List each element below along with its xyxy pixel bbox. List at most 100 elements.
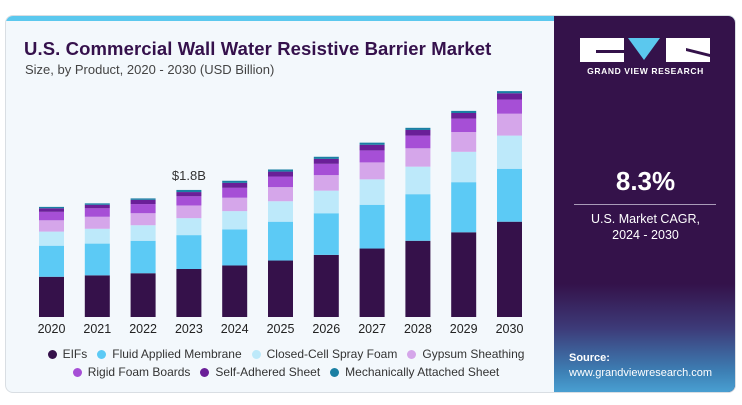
bar-stack-2030 (497, 91, 522, 317)
x-tick-label: 2023 (175, 322, 203, 336)
data-label-annotation: $1.8B (172, 168, 206, 183)
cagr-label: U.S. Market CAGR, 2024 - 2030 (554, 211, 735, 243)
bar-segment-gypsum-sheathing-2023 (176, 205, 202, 219)
x-tick-label: 2022 (129, 322, 157, 336)
bar-segment-fluid-applied-membrane-2029 (451, 182, 477, 233)
cagr-label-line1: U.S. Market CAGR, (590, 212, 701, 226)
legend-label: Rigid Foam Boards (87, 365, 191, 379)
bar-segment-closed-cell-spray-foam-2029 (451, 151, 477, 183)
bar-segment-eifs-2030 (497, 221, 522, 317)
brand-name: GRAND VIEW RESEARCH (587, 66, 704, 76)
top-accent-bar (6, 16, 735, 21)
bar-stack-2025 (268, 169, 293, 317)
legend-item: EIFs (47, 346, 87, 363)
stacked-bar-chart: 2020 2021 2022 2023 $1.8B 2024 2025 2026 2027 202… (38, 91, 524, 336)
bar-segment-self-adhered-sheet-2029 (451, 113, 477, 119)
bar-segment-eifs-2024 (222, 265, 248, 317)
bar-segment-eifs-2023 (176, 269, 202, 317)
bar-segment-rigid-foam-boards-2024 (222, 187, 248, 198)
grand-view-research-logo-icon (580, 38, 710, 62)
bar-segment-eifs-2022 (130, 273, 156, 317)
bar-segment-closed-cell-spray-foam-2030 (497, 135, 522, 169)
bar-segment-gypsum-sheathing-2029 (451, 132, 477, 152)
bar-segment-fluid-applied-membrane-2026 (313, 213, 339, 255)
bar-stack-2024 (222, 180, 248, 317)
bar-segment-eifs-2028 (405, 240, 431, 317)
bar-segment-fluid-applied-membrane-2023 (176, 235, 202, 269)
bar-segment-gypsum-sheathing-2030 (497, 113, 522, 136)
x-tick-label: 2024 (221, 322, 249, 336)
legend-item: Fluid Applied Membrane (97, 346, 242, 363)
bar-segment-rigid-foam-boards-2028 (405, 135, 431, 149)
legend-dot-icon (330, 368, 340, 377)
bar-segment-mechanically-attached-sheet-2030 (497, 91, 522, 94)
bar-segment-gypsum-sheathing-2021 (84, 216, 110, 229)
bar-segment-closed-cell-spray-foam-2027 (359, 179, 385, 205)
bar-segment-fluid-applied-membrane-2022 (130, 240, 156, 274)
bar-segment-mechanically-attached-sheet-2022 (130, 198, 156, 200)
bar-segment-self-adhered-sheet-2022 (130, 199, 156, 205)
legend-dot-icon (47, 350, 57, 359)
bar-segment-gypsum-sheathing-2026 (313, 175, 339, 191)
bar-stack-2026 (313, 156, 339, 317)
x-tick-label: 2025 (267, 322, 295, 336)
bar-stack-2022 (130, 198, 156, 317)
legend-dot-icon (72, 368, 82, 377)
bar-segment-gypsum-sheathing-2022 (130, 213, 156, 226)
bar-segment-mechanically-attached-sheet-2027 (359, 142, 385, 145)
chart-subtitle: Size, by Product, 2020 - 2030 (USD Billi… (25, 62, 275, 77)
legend-item: Gypsum Sheathing (407, 346, 524, 363)
bar-segment-gypsum-sheathing-2028 (405, 148, 431, 167)
infographic-card: U.S. Commercial Wall Water Resistive Bar… (5, 15, 736, 393)
bar-segment-rigid-foam-boards-2023 (176, 196, 202, 206)
bar-segment-fluid-applied-membrane-2021 (84, 243, 110, 276)
bar-segment-closed-cell-spray-foam-2024 (222, 211, 248, 230)
bar-segment-self-adhered-sheet-2025 (268, 171, 293, 177)
bar-segment-mechanically-attached-sheet-2020 (39, 206, 64, 209)
bar-segment-rigid-foam-boards-2022 (130, 204, 156, 214)
legend-label: Closed-Cell Spray Foam (266, 347, 398, 361)
bar-segment-rigid-foam-boards-2025 (268, 176, 293, 188)
bar-segment-mechanically-attached-sheet-2021 (84, 203, 110, 205)
legend-item: Closed-Cell Spray Foam (251, 346, 398, 363)
bar-segment-closed-cell-spray-foam-2026 (313, 190, 339, 214)
bar-segment-eifs-2025 (268, 260, 293, 317)
bar-segment-rigid-foam-boards-2020 (39, 211, 64, 221)
bar-segment-mechanically-attached-sheet-2029 (451, 110, 477, 113)
bar-segment-rigid-foam-boards-2027 (359, 150, 385, 163)
x-tick-label: 2030 (496, 322, 524, 336)
bar-segment-self-adhered-sheet-2030 (497, 93, 522, 100)
legend-label: Mechanically Attached Sheet (345, 365, 500, 379)
bar-segment-closed-cell-spray-foam-2022 (130, 225, 156, 241)
legend-label: Self-Adhered Sheet (215, 365, 321, 379)
bar-stack-2027 (359, 142, 385, 317)
bar-segment-mechanically-attached-sheet-2023 (176, 189, 202, 193)
bar-segment-self-adhered-sheet-2028 (405, 129, 431, 136)
bar-segment-mechanically-attached-sheet-2025 (268, 169, 293, 172)
x-tick-label: 2020 (38, 322, 66, 336)
bar-segment-gypsum-sheathing-2024 (222, 197, 248, 212)
source-label: Source: (569, 352, 610, 364)
bar-segment-self-adhered-sheet-2023 (176, 192, 202, 197)
bar-segment-closed-cell-spray-foam-2021 (84, 228, 110, 244)
bar-segment-mechanically-attached-sheet-2024 (222, 180, 248, 183)
legend-dot-icon (251, 350, 261, 359)
x-tick-label: 2026 (312, 322, 340, 336)
bar-segment-gypsum-sheathing-2027 (359, 162, 385, 180)
source-link[interactable]: www.grandviewresearch.com (569, 367, 713, 379)
x-tick-label: 2021 (83, 322, 111, 336)
bar-segment-eifs-2020 (39, 276, 64, 317)
bar-segment-gypsum-sheathing-2020 (39, 220, 64, 232)
cagr-divider (574, 204, 716, 205)
bar-stack-2021 (84, 203, 110, 317)
legend-item: Mechanically Attached Sheet (330, 364, 499, 381)
x-tick-label: 2029 (450, 322, 478, 336)
bar-segment-rigid-foam-boards-2029 (451, 118, 477, 133)
cagr-value: 8.3% (615, 166, 676, 196)
legend-label: Fluid Applied Membrane (112, 347, 242, 361)
bar-segment-eifs-2029 (451, 232, 477, 317)
bar-segment-closed-cell-spray-foam-2023 (176, 218, 202, 236)
chart-legend: EIFs Fluid Applied Membrane Closed-Cell Sp… (26, 346, 546, 382)
chart-title: U.S. Commercial Wall Water Resistive Bar… (24, 38, 492, 59)
bar-segment-fluid-applied-membrane-2028 (405, 194, 431, 241)
